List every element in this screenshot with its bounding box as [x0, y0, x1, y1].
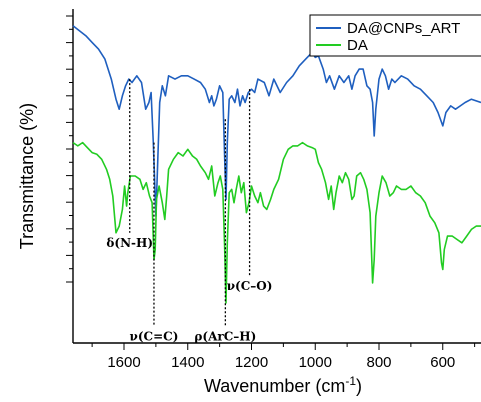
x-axis-title-sup: -1 [345, 374, 356, 388]
x-tick-label-1600: 1600 [107, 354, 140, 371]
annotation-label-1: ν(C=C) [130, 329, 179, 343]
series-line-0 [72, 25, 481, 217]
legend-label-1: DA [347, 37, 368, 54]
legend: DA@CNPs_ART DA [309, 14, 481, 57]
y-axis-title: Transmittance (%) [17, 103, 37, 249]
annotations: δ(N-H) ν(C=C) ρ(ArC–H) ν(C–O) [106, 79, 272, 343]
series-line-1 [72, 141, 481, 304]
x-axis-title: Wavenumber (cm-1) [204, 374, 362, 396]
x-tick-label-1400: 1400 [171, 354, 204, 371]
x-axis-title-main: Wavenumber (cm [204, 376, 345, 396]
x-tick-label-1000: 1000 [299, 354, 332, 371]
x-tick-label-1200: 1200 [235, 354, 268, 371]
series-layer [72, 25, 481, 304]
x-axis-title-end: ) [356, 376, 362, 396]
x-ticks: 1600 1400 1200 1000 800 600 [91, 343, 476, 371]
annotation-label-3: ν(C–O) [227, 279, 273, 293]
y-ticks [66, 15, 73, 283]
annotation-label-2: ρ(ArC–H) [194, 329, 256, 343]
legend-box [309, 14, 481, 57]
annotation-label-0: δ(N-H) [106, 236, 153, 250]
x-tick-label-600: 600 [430, 354, 455, 371]
legend-label-0: DA@CNPs_ART [347, 20, 460, 37]
x-tick-label-800: 800 [366, 354, 391, 371]
